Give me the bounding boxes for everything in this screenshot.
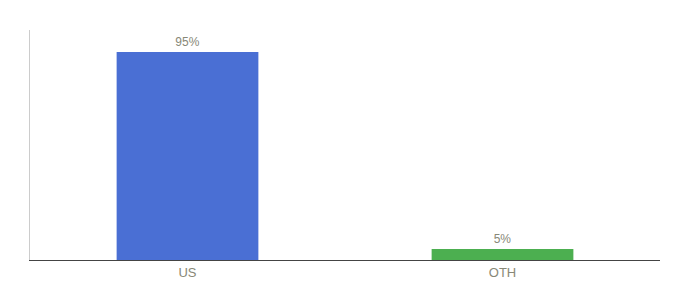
svg-text:US: US	[178, 265, 196, 280]
svg-text:5%: 5%	[494, 232, 512, 246]
svg-text:OTH: OTH	[489, 265, 516, 280]
svg-text:95%: 95%	[175, 35, 199, 49]
